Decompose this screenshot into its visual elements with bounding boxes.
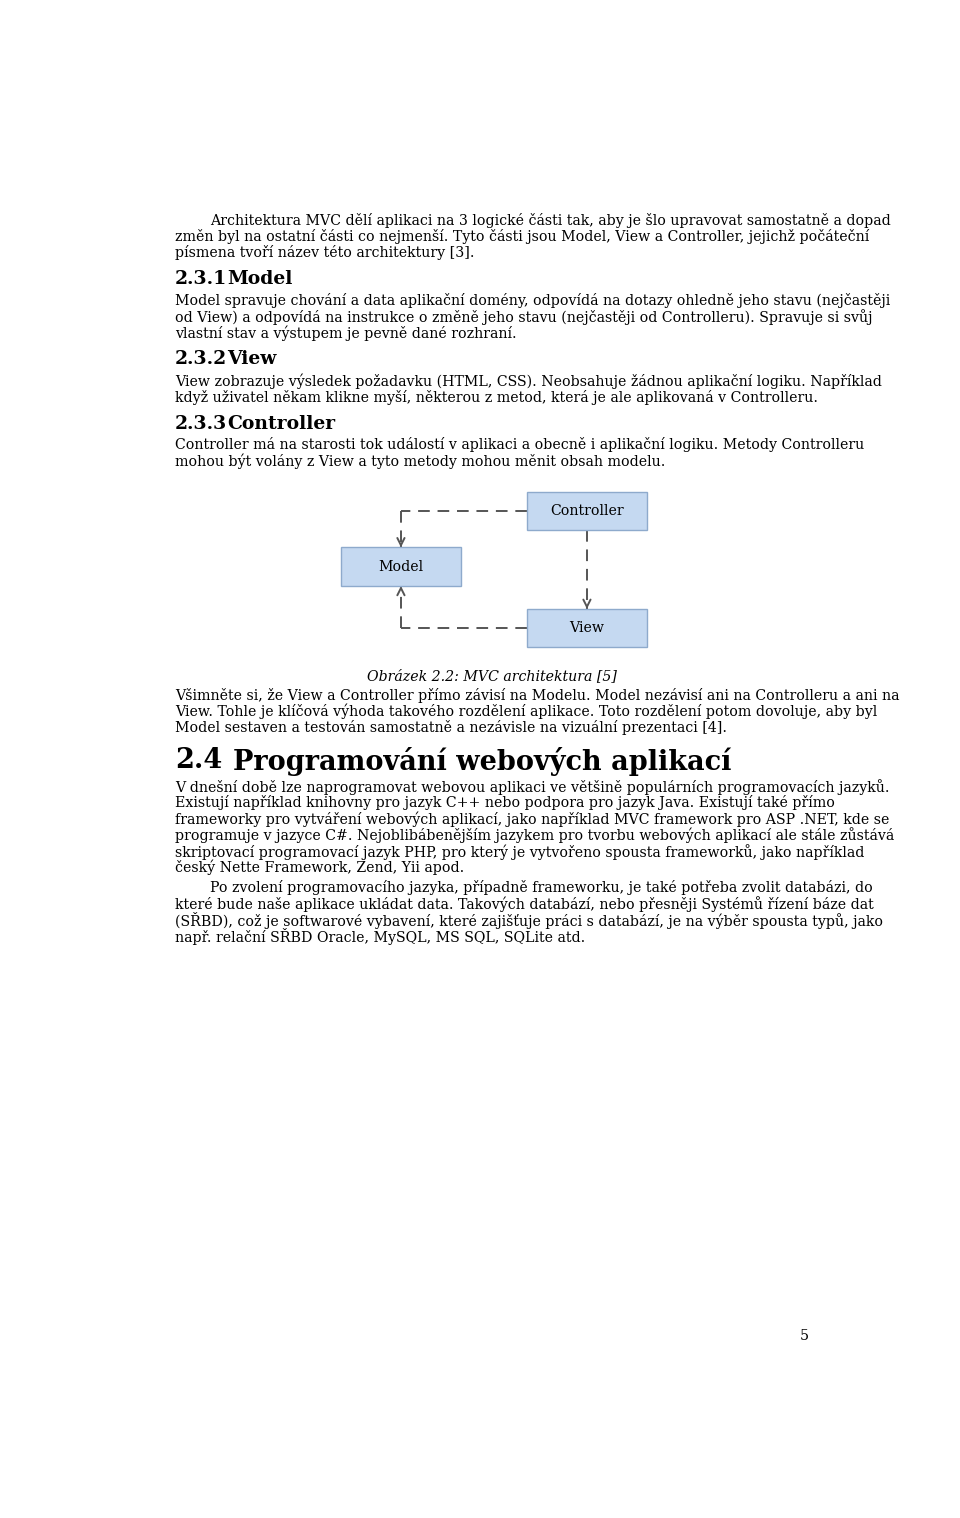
Text: písmena tvoří název této architektury [3].: písmena tvoří název této architektury [3… [175,246,474,260]
Text: Model: Model [378,560,423,574]
Text: Architektura MVC dělí aplikaci na 3 logické části tak, aby je šlo upravovat samo: Architektura MVC dělí aplikaci na 3 logi… [209,213,891,228]
Text: např. relační SŘBD Oracle, MySQL, MS SQL, SQLite atd.: např. relační SŘBD Oracle, MySQL, MS SQL… [175,929,586,946]
Text: mohou být volány z View a tyto metody mohou měnit obsah modelu.: mohou být volány z View a tyto metody mo… [175,454,665,469]
Text: 2.3.1: 2.3.1 [175,270,228,288]
Text: View zobrazuje výsledek požadavku (HTML, CSS). Neobsahuje žádnou aplikační logik: View zobrazuje výsledek požadavku (HTML,… [175,373,881,389]
Text: Programování webových aplikací: Programování webových aplikací [233,747,732,776]
Text: když uživatel někam klikne myší, některou z metod, která je ale aplikovaná v Con: když uživatel někam klikne myší, některo… [175,390,818,404]
Text: View: View [228,351,276,369]
Text: Po zvolení programovacího jazyka, případně frameworku, je také potřeba zvolit da: Po zvolení programovacího jazyka, případ… [209,880,873,896]
FancyBboxPatch shape [341,548,461,586]
Text: vlastní stav a výstupem je pevně dané rozhraní.: vlastní stav a výstupem je pevně dané ro… [175,325,516,342]
Text: 2.4: 2.4 [175,747,222,774]
Text: (SŘBD), což je softwarové vybavení, které zajišťuje práci s databází, je na výbě: (SŘBD), což je softwarové vybavení, kter… [175,912,883,929]
FancyBboxPatch shape [527,609,647,648]
Text: skriptovací programovací jazyk PHP, pro který je vytvořeno spousta frameworků, j: skriptovací programovací jazyk PHP, pro … [175,844,864,859]
Text: Model spravuje chování a data aplikační domény, odpovídá na dotazy ohledně jeho : Model spravuje chování a data aplikační … [175,293,890,308]
Text: Model sestaven a testován samostatně a nezávisle na vizuální prezentaci [4].: Model sestaven a testován samostatně a n… [175,720,727,735]
Text: programuje v jazyce C#. Nejoblibábenějším jazykem pro tvorbu webových aplikací a: programuje v jazyce C#. Nejoblibábenější… [175,827,894,844]
Text: 2.3.3: 2.3.3 [175,414,228,433]
Text: Controller: Controller [228,414,336,433]
Text: View. Tohle je klíčová výhoda takového rozdělení aplikace. Toto rozdělení potom : View. Tohle je klíčová výhoda takového r… [175,704,877,720]
Text: Model: Model [228,270,293,288]
Text: Obrázek 2.2: MVC architektura [5]: Obrázek 2.2: MVC architektura [5] [367,669,617,683]
Text: Controller: Controller [550,504,624,518]
Text: Všimněte si, že View a Controller přímo závisí na Modelu. Model nezávisí ani na : Všimněte si, že View a Controller přímo … [175,688,900,703]
Text: V dnešní době lze naprogramovat webovou aplikaci ve většině populárních programo: V dnešní době lze naprogramovat webovou … [175,779,889,795]
FancyBboxPatch shape [527,492,647,530]
Text: Controller má na starosti tok událostí v aplikaci a obecně i aplikační logiku. M: Controller má na starosti tok událostí v… [175,437,864,452]
Text: Existují například knihovny pro jazyk C++ nebo podpora pro jazyk Java. Existují : Existují například knihovny pro jazyk C+… [175,795,835,811]
Text: od View) a odpovídá na instrukce o změně jeho stavu (nejčastěji od Controlleru).: od View) a odpovídá na instrukce o změně… [175,310,873,325]
Text: 2.3.2: 2.3.2 [175,351,227,369]
Text: změn byl na ostatní části co nejmenší. Tyto části jsou Model, View a Controller,: změn byl na ostatní části co nejmenší. T… [175,229,869,244]
Text: 5: 5 [800,1330,809,1343]
Text: které bude naše aplikace ukládat data. Takových databází, nebo přesněji Systémů : které bude naše aplikace ukládat data. T… [175,896,874,912]
Text: View: View [569,621,605,635]
Text: český Nette Framework, Zend, Yii apod.: český Nette Framework, Zend, Yii apod. [175,859,464,876]
Text: frameworky pro vytváření webových aplikací, jako například MVC framework pro ASP: frameworky pro vytváření webových aplika… [175,811,889,827]
